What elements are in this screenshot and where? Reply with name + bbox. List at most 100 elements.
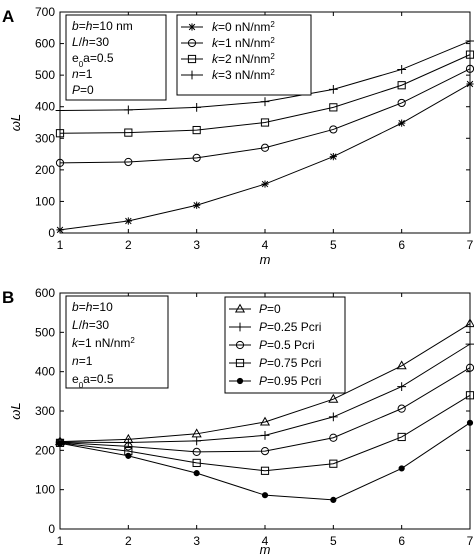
legend-entry: P=0.95 Pcri	[229, 374, 321, 388]
x-axis-label: m	[260, 542, 271, 557]
legend-label: P=0.5 Pcri	[259, 338, 315, 352]
legend-label: P=0.75 Pcri	[259, 356, 321, 370]
series-square	[55, 50, 474, 138]
data-point	[329, 125, 338, 134]
data-point	[397, 432, 406, 442]
legend-marker	[187, 38, 197, 48]
legend-marker	[188, 23, 196, 31]
parameters-frame	[65, 295, 169, 389]
data-point	[329, 152, 337, 161]
x-tick-label: 3	[193, 534, 200, 548]
data-point	[329, 459, 338, 468]
x-axis-label: m	[260, 252, 271, 267]
data-point	[260, 466, 270, 475]
data-point	[261, 492, 269, 499]
data-point	[397, 382, 407, 392]
series-dot	[56, 419, 474, 503]
y-tick-label: 500	[35, 325, 55, 339]
data-point	[192, 458, 201, 468]
data-point	[260, 430, 270, 440]
legend-entry: k=3 nN/nm2	[181, 68, 275, 83]
data-point	[466, 80, 474, 88]
data-point	[259, 416, 271, 426]
x-tick-label: 2	[125, 238, 132, 252]
series-line	[59, 367, 471, 453]
y-tick-label: 200	[35, 443, 55, 457]
data-point	[192, 447, 201, 457]
y-tick-label: 0	[48, 522, 55, 536]
legend-label: k=2 nN/nm2	[212, 52, 275, 67]
y-tick-label: 100	[35, 483, 55, 497]
data-point	[398, 465, 405, 472]
parameters-frame	[65, 14, 167, 101]
data-point	[192, 102, 202, 112]
data-point	[261, 180, 269, 188]
data-point	[260, 118, 270, 127]
parameters-box: b=h=10 L/h=30 k=1 nN/nm2 n=1 e0a=0.5	[65, 295, 169, 390]
y-tick-label: 500	[35, 68, 55, 82]
data-point	[260, 143, 270, 152]
legend: P=0 P=0.25 Pcri P=0.5 Pcri P=0.75 Pcri P=0.9…	[224, 296, 346, 394]
data-point	[124, 217, 132, 225]
x-tick-label: 3	[193, 238, 200, 252]
legend-entry: P=0.25 Pcri	[229, 320, 321, 334]
y-tick-label: 400	[35, 365, 55, 379]
series-line	[59, 68, 471, 164]
data-point	[192, 153, 201, 162]
y-tick-label: 400	[35, 100, 55, 114]
y-tick-label: 0	[48, 226, 55, 240]
legend-marker	[236, 377, 244, 385]
data-point	[55, 106, 65, 115]
x-tick-label: 5	[330, 534, 337, 548]
data-point	[55, 158, 65, 168]
x-tick-label: 1	[57, 238, 64, 252]
parameter-line: e0a=0.5	[72, 372, 114, 390]
panel-label: A	[2, 7, 14, 26]
parameter-line: n=1	[72, 67, 93, 81]
data-point	[124, 157, 133, 167]
data-point	[55, 129, 65, 138]
x-tick-label: 7	[467, 238, 474, 252]
parameter-line: b=h=10 nm	[72, 19, 133, 33]
series-asterisk	[56, 80, 474, 234]
data-point	[260, 97, 270, 107]
legend-label: k=3 nN/nm2	[212, 68, 275, 83]
y-tick-label: 300	[35, 131, 55, 145]
legend-entry: k=1 nN/nm2	[181, 36, 275, 50]
y-tick-label: 600	[35, 286, 55, 300]
legend-entry: k=2 nN/nm2	[181, 52, 275, 67]
y-tick-label: 600	[35, 37, 55, 51]
x-tick-label: 2	[125, 534, 132, 548]
data-point	[398, 119, 406, 127]
data-point	[193, 201, 201, 209]
parameter-line: e0a=0.5	[72, 51, 114, 69]
parameter-line: L/h=30	[72, 318, 109, 332]
legend-label: k=0 nN/nm2	[212, 20, 275, 35]
data-point	[193, 470, 200, 477]
y-tick-label: 700	[35, 5, 55, 19]
legend-marker	[234, 303, 246, 313]
data-point	[465, 339, 474, 349]
data-point	[397, 81, 406, 90]
parameters-box: b=h=10 nm L/h=30 e0a=0.5n=1 P=0	[65, 14, 167, 101]
x-tick-label: 1	[57, 534, 64, 548]
data-point	[397, 98, 406, 108]
x-tick-label: 4	[262, 534, 269, 548]
legend-label: P=0	[259, 302, 281, 316]
legend-frame	[176, 14, 312, 96]
x-tick-label: 7	[467, 534, 474, 548]
data-point	[328, 84, 338, 94]
series-line	[59, 54, 471, 134]
data-point	[328, 393, 339, 403]
data-point	[123, 105, 133, 115]
data-point	[260, 447, 270, 456]
x-tick-label: 6	[398, 238, 405, 252]
legend-label: P=0.95 Pcri	[259, 374, 321, 388]
y-axis-label: ωL	[8, 402, 23, 419]
series-circle	[55, 64, 474, 168]
data-point	[329, 433, 338, 442]
x-tick-label: 5	[330, 238, 337, 252]
y-tick-label: 200	[35, 163, 55, 177]
